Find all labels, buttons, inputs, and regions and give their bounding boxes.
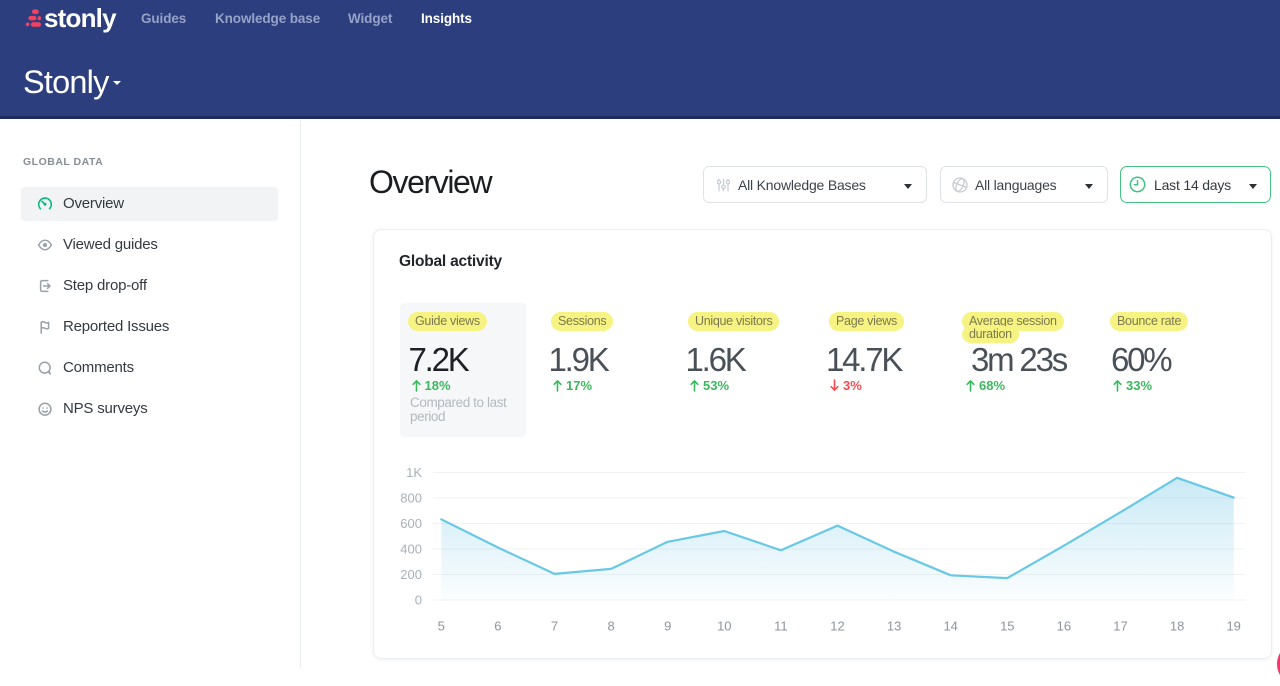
- svg-text:14: 14: [943, 619, 957, 634]
- svg-text:12: 12: [830, 619, 844, 634]
- svg-text:0: 0: [415, 593, 422, 608]
- svg-text:10: 10: [717, 619, 731, 634]
- svg-text:5: 5: [438, 619, 445, 634]
- svg-text:15: 15: [1000, 619, 1014, 634]
- svg-text:200: 200: [400, 567, 422, 582]
- svg-text:8: 8: [607, 619, 614, 634]
- svg-text:6: 6: [494, 619, 501, 634]
- svg-text:19: 19: [1226, 619, 1240, 634]
- svg-text:11: 11: [774, 619, 788, 634]
- svg-text:600: 600: [400, 516, 422, 531]
- svg-text:1K: 1K: [406, 465, 422, 480]
- svg-text:7: 7: [551, 619, 558, 634]
- svg-text:800: 800: [400, 491, 422, 506]
- svg-text:18: 18: [1170, 619, 1184, 634]
- svg-text:17: 17: [1113, 619, 1127, 634]
- svg-text:9: 9: [664, 619, 671, 634]
- svg-text:400: 400: [400, 542, 422, 557]
- svg-text:16: 16: [1057, 619, 1071, 634]
- svg-text:13: 13: [887, 619, 901, 634]
